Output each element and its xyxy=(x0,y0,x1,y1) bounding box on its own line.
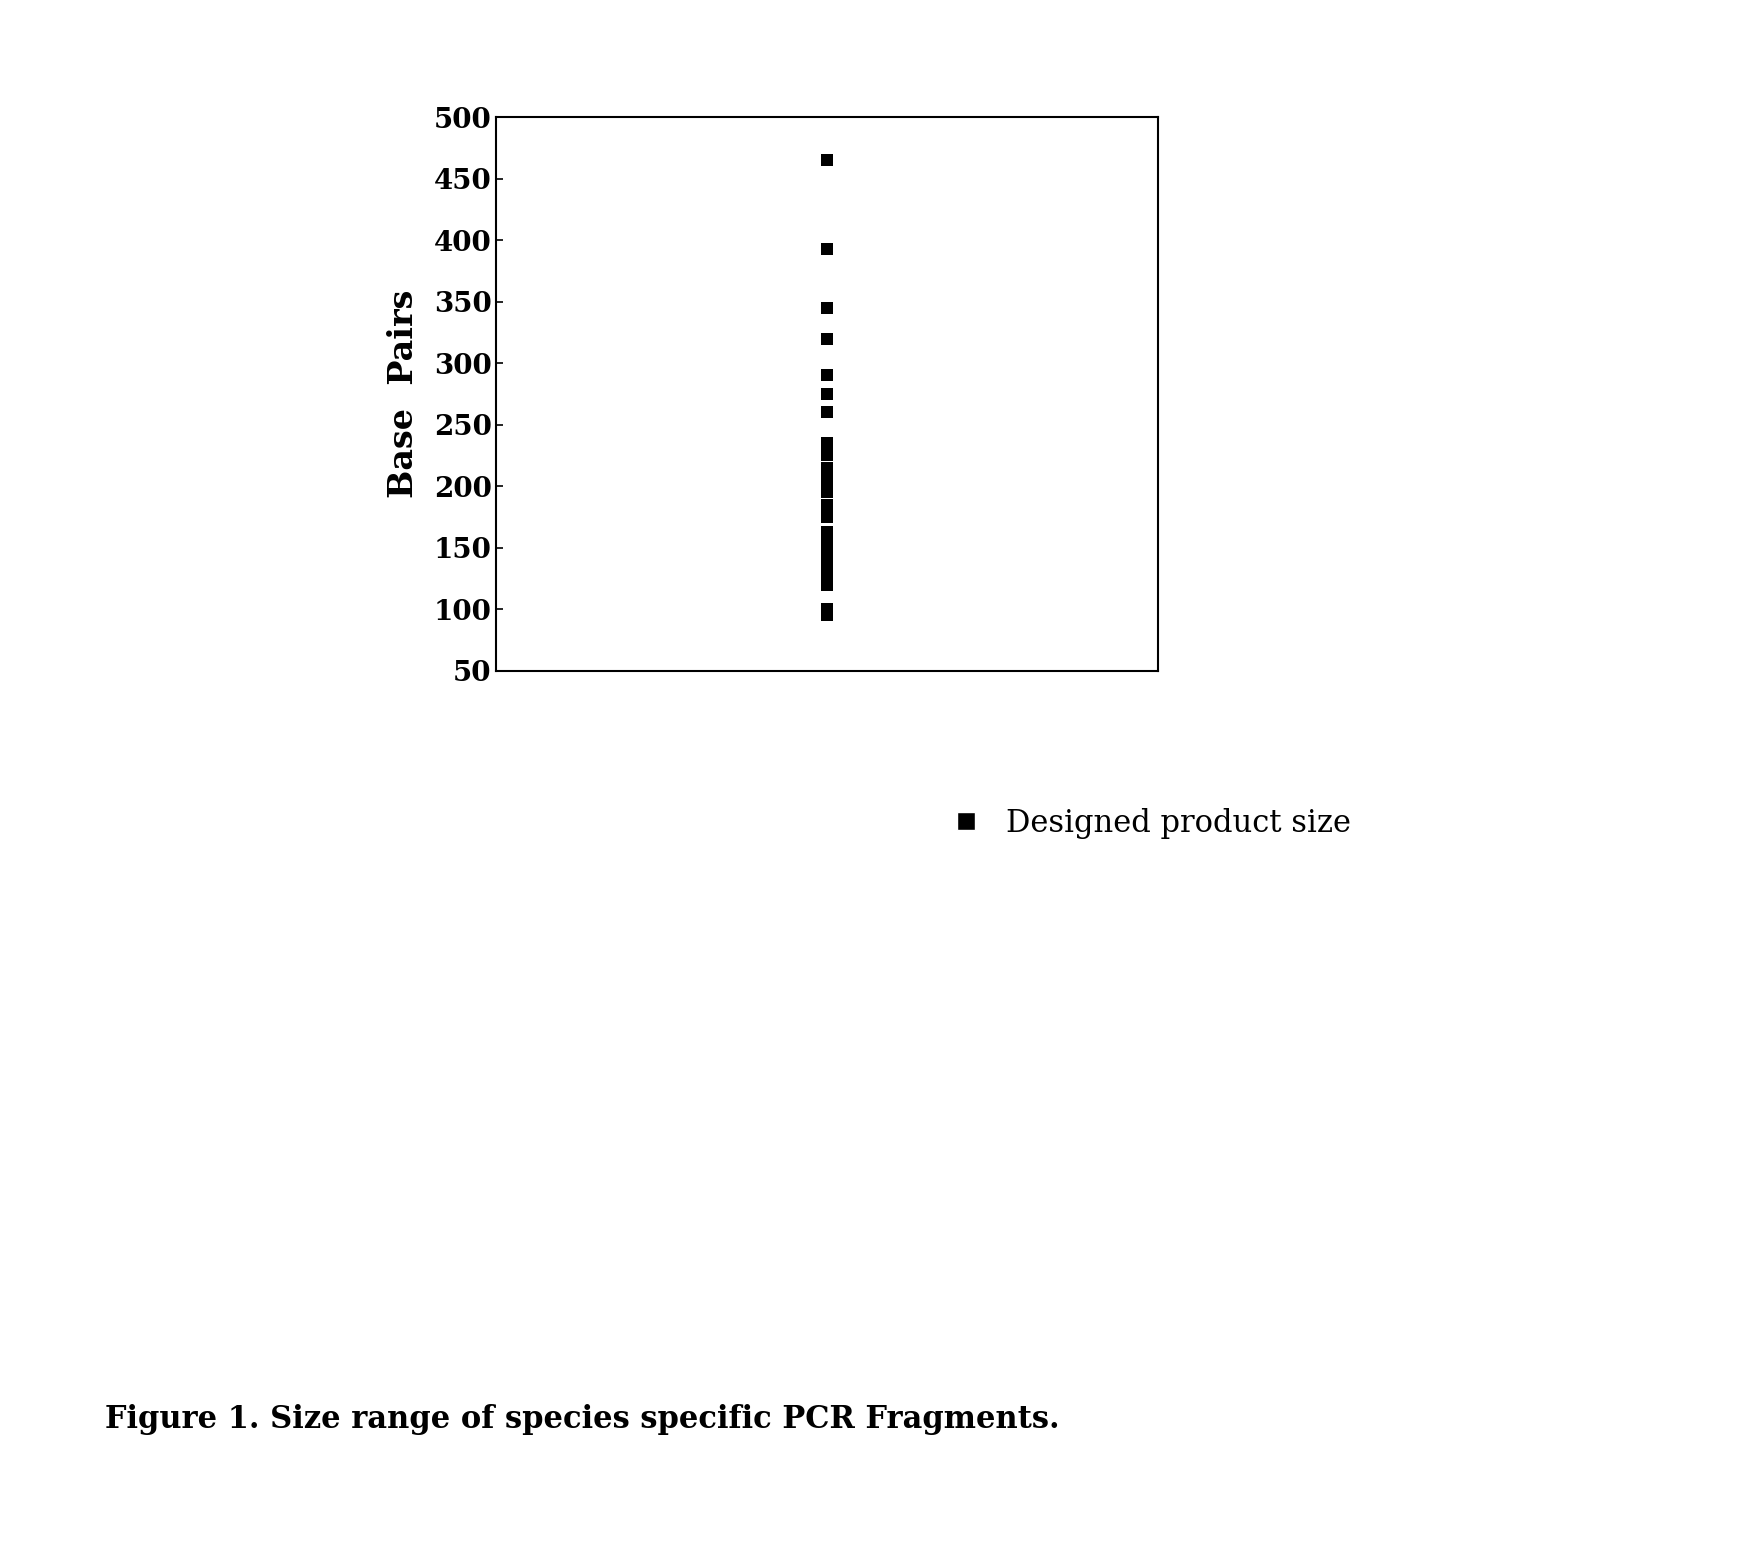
Point xyxy=(814,363,841,388)
Point xyxy=(814,519,841,544)
Point xyxy=(814,544,841,569)
Point xyxy=(814,597,841,622)
Point xyxy=(814,562,841,587)
Y-axis label: Base  Pairs: Base Pairs xyxy=(387,290,420,498)
Point xyxy=(814,443,841,468)
Point xyxy=(814,382,841,407)
Point xyxy=(814,399,841,424)
Point xyxy=(814,326,841,351)
Point xyxy=(814,573,841,597)
Point xyxy=(814,493,841,518)
Point xyxy=(814,468,841,493)
Point xyxy=(814,456,841,480)
Point xyxy=(814,504,841,529)
Point xyxy=(814,480,841,505)
Point xyxy=(814,529,841,554)
Point xyxy=(814,604,841,629)
Point xyxy=(814,148,841,173)
Text: Figure 1. Size range of species specific PCR Fragments.: Figure 1. Size range of species specific… xyxy=(105,1404,1059,1435)
Point xyxy=(814,431,841,456)
Point xyxy=(814,557,841,582)
Legend: Designed product size: Designed product size xyxy=(939,796,1362,850)
Point xyxy=(814,295,841,320)
Point xyxy=(814,236,841,261)
Point xyxy=(814,538,841,563)
Point xyxy=(814,551,841,576)
